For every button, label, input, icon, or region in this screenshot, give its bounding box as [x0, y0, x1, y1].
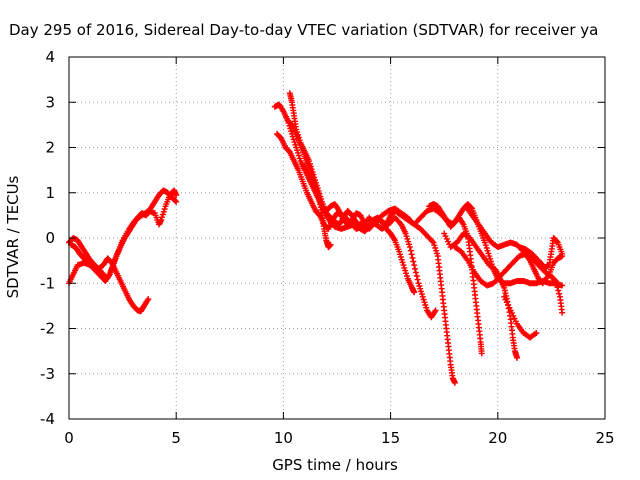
data-point: [514, 354, 521, 361]
x-tick-label: 25: [595, 429, 614, 447]
chart-title: Day 295 of 2016, Sidereal Day-to-day VTE…: [9, 21, 598, 39]
y-tick-label: 3: [45, 93, 55, 111]
data-point: [553, 281, 560, 288]
x-axis-label: GPS time / hours: [272, 456, 398, 474]
data-point: [407, 247, 414, 254]
data-point: [412, 269, 419, 276]
data-point: [485, 250, 492, 257]
data-point: [406, 241, 412, 248]
y-tick-label: -3: [40, 365, 55, 383]
data-point: [533, 330, 540, 336]
data-point: [295, 134, 302, 141]
x-tick-label: 0: [64, 429, 74, 447]
x-tick-label: 10: [274, 429, 293, 447]
data-point: [172, 197, 179, 204]
data-point: [411, 289, 418, 296]
data-point: [293, 126, 300, 133]
data-point: [559, 250, 566, 257]
data-point: [414, 276, 421, 283]
data-point: [290, 136, 297, 143]
grid-lines: [69, 57, 605, 419]
data-point: [459, 220, 466, 227]
data-point: [551, 277, 558, 284]
y-tick-label: 4: [45, 48, 55, 66]
data-points: [66, 90, 566, 386]
y-tick-label: -4: [40, 410, 55, 428]
data-point: [559, 309, 566, 316]
data-point: [295, 149, 301, 156]
data-point: [559, 282, 566, 289]
data-point: [145, 296, 152, 303]
data-point: [478, 350, 485, 357]
data-point: [327, 241, 334, 248]
data-point: [432, 307, 439, 314]
data-point: [173, 198, 180, 205]
data-point: [404, 235, 411, 242]
y-tick-label: -2: [40, 320, 55, 338]
data-point: [420, 296, 427, 303]
axis-ticks: 0 5 10 15 20 25 -4 -3 -2 -1 0 1 2 3 4: [40, 48, 615, 447]
data-point: [285, 120, 292, 127]
data-point: [431, 242, 438, 249]
x-tick-label: 20: [488, 429, 507, 447]
data-point: [413, 273, 420, 279]
data-point: [406, 244, 413, 251]
data-point: [556, 290, 563, 297]
y-tick-label: -1: [40, 274, 55, 292]
data-point: [552, 278, 559, 284]
data-point: [555, 287, 562, 294]
data-point: [410, 258, 417, 265]
data-point: [409, 254, 416, 261]
y-axis-label: SDTVAR / TECUs: [4, 175, 22, 298]
data-point: [554, 238, 560, 245]
data-point: [400, 262, 407, 269]
data-point: [411, 262, 418, 269]
y-tick-label: 1: [45, 184, 55, 202]
y-tick-label: 2: [45, 139, 55, 157]
data-point: [451, 379, 458, 386]
x-tick-label: 5: [171, 429, 181, 447]
data-point: [289, 130, 295, 137]
data-point: [412, 265, 418, 272]
data-point: [408, 251, 415, 258]
data-point: [173, 192, 180, 198]
data-point: [289, 133, 296, 140]
data-point: [482, 242, 489, 249]
data-point: [554, 284, 561, 291]
y-tick-label: 0: [45, 229, 55, 247]
x-tick-label: 15: [381, 429, 400, 447]
data-point: [296, 155, 303, 162]
data-point: [160, 208, 167, 215]
data-point: [295, 152, 302, 159]
data-point: [433, 250, 440, 257]
data-point: [309, 168, 316, 175]
